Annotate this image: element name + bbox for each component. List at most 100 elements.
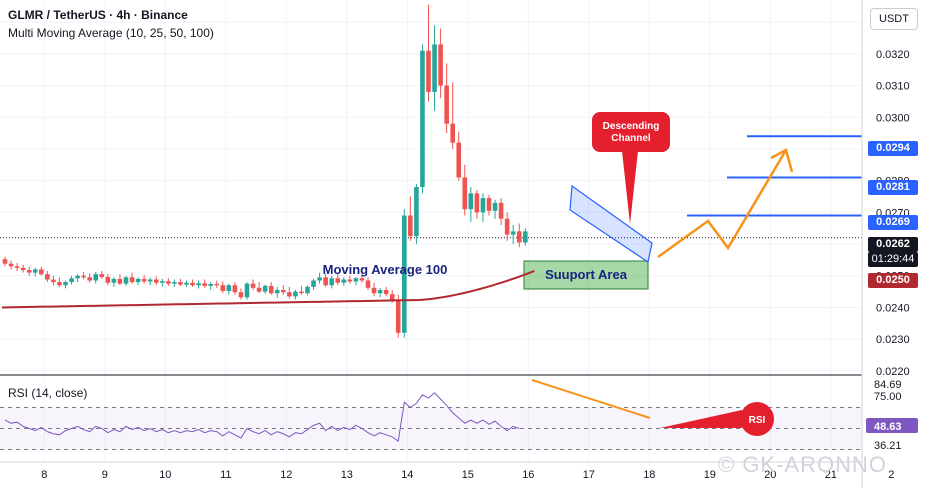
rsi-axis-label: 48.63 bbox=[874, 421, 902, 433]
candle-body bbox=[202, 283, 207, 286]
candle-body bbox=[299, 291, 304, 294]
candle-body bbox=[87, 277, 92, 281]
candle-body bbox=[414, 187, 419, 237]
candle-body bbox=[365, 280, 371, 288]
candle-body bbox=[196, 283, 201, 286]
candle-body bbox=[63, 282, 68, 286]
candle-body bbox=[335, 278, 341, 283]
rsi-bands bbox=[0, 407, 862, 450]
candle-body bbox=[329, 278, 334, 286]
indicator-title: Multi Moving Average (10, 25, 50, 100) bbox=[8, 26, 214, 40]
candle-body bbox=[523, 231, 528, 243]
candle-body bbox=[462, 177, 468, 210]
symbol-title-text: GLMR / TetherUS · 4h · Binance bbox=[8, 8, 188, 22]
candle-body bbox=[166, 281, 171, 284]
candle-body bbox=[510, 231, 516, 235]
price-tick-label: 0.0310 bbox=[876, 81, 910, 93]
candle-body bbox=[232, 285, 238, 293]
channel-callout-pointer bbox=[622, 151, 638, 224]
candle-body bbox=[208, 283, 213, 286]
channel-callout-line2: Channel bbox=[611, 133, 651, 144]
candle-body bbox=[474, 193, 480, 213]
price-tick-label: 0.0320 bbox=[876, 49, 910, 61]
time-tick-label: 8 bbox=[41, 469, 47, 481]
candle-body bbox=[456, 142, 462, 178]
candle-body bbox=[141, 278, 147, 282]
countdown-badge: 01:29:44 bbox=[868, 252, 918, 267]
candle-body bbox=[498, 202, 504, 219]
candle-body bbox=[93, 274, 99, 281]
candle-body bbox=[226, 285, 232, 291]
candle-body bbox=[377, 290, 383, 294]
target-3-badge: 0.0269 bbox=[868, 215, 918, 230]
time-axis[interactable]: 8 9 10 11 12 13 14 15 16 17 18 19 20 21 2 bbox=[41, 469, 894, 481]
candle-body bbox=[135, 278, 141, 283]
time-tick-label: 2 bbox=[888, 469, 894, 481]
candle-body bbox=[20, 267, 26, 271]
price-tick-label: 0.0220 bbox=[876, 366, 910, 378]
channel-callout-box bbox=[592, 112, 670, 152]
rsi-value-badge bbox=[866, 418, 918, 433]
rsi-line bbox=[4, 392, 520, 442]
candle-body bbox=[389, 294, 395, 300]
candle-body bbox=[81, 275, 86, 278]
candle-body bbox=[14, 266, 20, 268]
candle-body bbox=[486, 198, 492, 211]
candle-body bbox=[262, 285, 268, 292]
candle-body bbox=[480, 198, 486, 213]
candle-body bbox=[426, 50, 431, 92]
time-tick-label: 16 bbox=[522, 469, 534, 481]
time-tick-label: 18 bbox=[643, 469, 655, 481]
candle-body bbox=[220, 285, 226, 291]
candle-body bbox=[402, 215, 407, 333]
candle-body bbox=[516, 231, 522, 243]
candle-body bbox=[117, 278, 123, 284]
candle-body bbox=[147, 279, 153, 282]
candle-body bbox=[45, 274, 50, 280]
ma100-label: Moving Average 100 bbox=[323, 262, 448, 277]
time-tick-label: 19 bbox=[704, 469, 716, 481]
candle-body bbox=[468, 193, 474, 210]
rsi-band-fill bbox=[0, 407, 862, 450]
time-tick-label: 9 bbox=[102, 469, 108, 481]
candle-body bbox=[129, 277, 135, 283]
candle-body bbox=[51, 279, 56, 283]
rsi-pane: RSI bbox=[4, 379, 774, 442]
rsi-axis-label: 84.69 bbox=[874, 379, 902, 391]
price-tick-label: 0.0230 bbox=[876, 334, 910, 346]
time-tick-label: 21 bbox=[825, 469, 837, 481]
currency-button[interactable]: USDT bbox=[870, 8, 918, 30]
price-tick-label: 0.0300 bbox=[876, 112, 910, 124]
candle-body bbox=[2, 259, 8, 264]
time-tick-label: 14 bbox=[401, 469, 413, 481]
candle-body bbox=[57, 282, 62, 286]
support-area-label: Suuport Area bbox=[545, 267, 628, 282]
candle-body bbox=[184, 282, 189, 285]
rsi-title: RSI (14, close) bbox=[8, 386, 88, 400]
candle-body bbox=[160, 281, 165, 283]
candle-body bbox=[172, 282, 177, 284]
candle-body bbox=[438, 44, 443, 86]
candle-body bbox=[274, 290, 280, 294]
rsi-divergence-line bbox=[531, 379, 651, 419]
support-area bbox=[523, 260, 649, 290]
candle-body bbox=[268, 285, 274, 294]
candle-body bbox=[420, 50, 425, 187]
time-tick-label: 20 bbox=[764, 469, 776, 481]
candle-body bbox=[353, 278, 359, 282]
descending-channel bbox=[569, 184, 653, 263]
candle-body bbox=[178, 282, 183, 285]
candle-body bbox=[383, 290, 389, 295]
candle-body bbox=[250, 283, 256, 288]
candle-body bbox=[99, 274, 105, 278]
time-tick-label: 10 bbox=[159, 469, 171, 481]
symbol-title: GLMR / TetherUS · 4h · Binance bbox=[8, 8, 188, 22]
time-tick-label: 15 bbox=[462, 469, 474, 481]
candle-body bbox=[111, 278, 117, 283]
candle-body bbox=[238, 292, 244, 298]
grid bbox=[0, 0, 931, 463]
ma100-price-badge: 0.0250 bbox=[868, 273, 918, 288]
candle-body bbox=[492, 202, 498, 211]
